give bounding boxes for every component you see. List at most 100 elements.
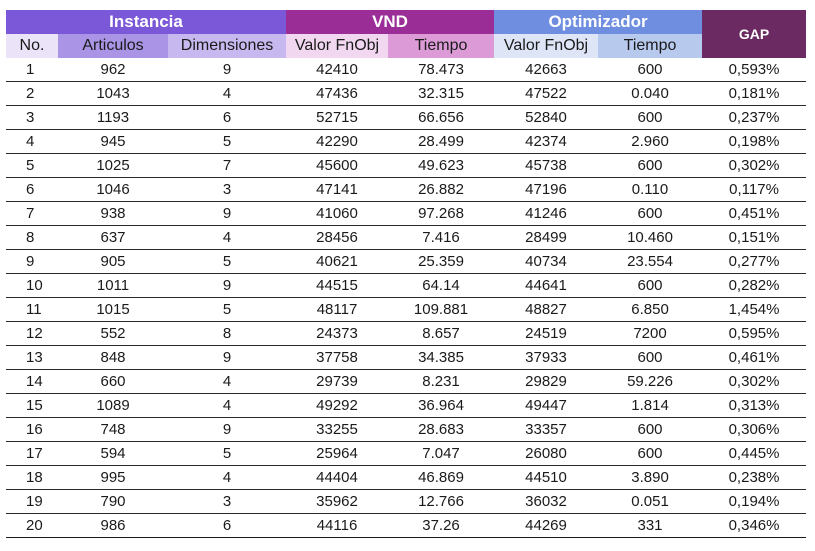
cell-opt-valor: 44641: [494, 273, 599, 298]
cell-articulos: 552: [58, 321, 168, 346]
cell-dimensiones: 9: [168, 345, 287, 370]
cell-no: 1: [6, 58, 58, 82]
table-row: 9 905 5 40621 25.359 40734 23.554 0,277%: [6, 249, 807, 274]
cell-opt-tiempo: 1.814: [598, 393, 703, 418]
cell-no: 3: [6, 105, 58, 130]
cell-dimensiones: 4: [168, 369, 287, 394]
cell-dimensiones: 3: [168, 489, 287, 514]
cell-dimensiones: 8: [168, 321, 287, 346]
column-header-gap: GAP: [702, 10, 807, 58]
cell-opt-valor: 33357: [494, 417, 599, 442]
table-row: 16 748 9 33255 28.683 33357 600 0,306%: [6, 417, 807, 442]
cell-vnd-valor: 49292: [286, 393, 389, 418]
cell-dimensiones: 4: [168, 81, 287, 106]
cell-vnd-tiempo: 64.14: [388, 273, 495, 298]
cell-gap: 0,461%: [702, 345, 807, 370]
cell-vnd-tiempo: 109.881: [388, 297, 495, 322]
cell-articulos: 748: [58, 417, 168, 442]
cell-dimensiones: 5: [168, 441, 287, 466]
cell-opt-valor: 42663: [494, 58, 599, 82]
cell-articulos: 848: [58, 345, 168, 370]
cell-articulos: 945: [58, 129, 168, 154]
cell-vnd-tiempo: 97.268: [388, 201, 495, 226]
table-row: 17 594 5 25964 7.047 26080 600 0,445%: [6, 441, 807, 466]
cell-opt-valor: 49447: [494, 393, 599, 418]
cell-articulos: 1046: [58, 177, 168, 202]
cell-vnd-tiempo: 8.657: [388, 321, 495, 346]
cell-no: 5: [6, 153, 58, 178]
cell-no: 2: [6, 81, 58, 106]
cell-articulos: 1089: [58, 393, 168, 418]
cell-vnd-tiempo: 26.882: [388, 177, 495, 202]
cell-vnd-tiempo: 46.869: [388, 465, 495, 490]
table-row: 11 1015 5 48117 109.881 48827 6.850 1,454%: [6, 297, 807, 322]
cell-opt-tiempo: 600: [598, 441, 703, 466]
cell-opt-tiempo: 600: [598, 417, 703, 442]
cell-vnd-valor: 29739: [286, 369, 389, 394]
table-row: 5 1025 7 45600 49.623 45738 600 0,302%: [6, 153, 807, 178]
cell-vnd-valor: 37758: [286, 345, 389, 370]
cell-vnd-tiempo: 7.416: [388, 225, 495, 250]
cell-no: 17: [6, 441, 58, 466]
cell-gap: 0,445%: [702, 441, 807, 466]
table-row: 10 1011 9 44515 64.14 44641 600 0,282%: [6, 273, 807, 298]
cell-vnd-tiempo: 25.359: [388, 249, 495, 274]
cell-articulos: 790: [58, 489, 168, 514]
column-header-dimensiones: Dimensiones: [168, 34, 287, 58]
cell-articulos: 905: [58, 249, 168, 274]
cell-opt-valor: 28499: [494, 225, 599, 250]
cell-opt-tiempo: 3.890: [598, 465, 703, 490]
cell-vnd-valor: 47141: [286, 177, 389, 202]
cell-vnd-valor: 41060: [286, 201, 389, 226]
cell-vnd-tiempo: 7.047: [388, 441, 495, 466]
cell-dimensiones: 5: [168, 129, 287, 154]
cell-no: 12: [6, 321, 58, 346]
cell-articulos: 962: [58, 58, 168, 82]
table-row: 2 1043 4 47436 32.315 47522 0.040 0,181%: [6, 81, 807, 106]
table-row: 4 945 5 42290 28.499 42374 2.960 0,198%: [6, 129, 807, 154]
group-header-instancia: Instancia: [6, 10, 287, 34]
cell-opt-valor: 44269: [494, 513, 599, 538]
table-row: 7 938 9 41060 97.268 41246 600 0,451%: [6, 201, 807, 226]
cell-dimensiones: 9: [168, 417, 287, 442]
table-row: 12 552 8 24373 8.657 24519 7200 0,595%: [6, 321, 807, 346]
cell-dimensiones: 9: [168, 58, 287, 82]
group-header-optimizador: Optimizador: [494, 10, 703, 34]
cell-articulos: 660: [58, 369, 168, 394]
cell-opt-valor: 24519: [494, 321, 599, 346]
cell-articulos: 1025: [58, 153, 168, 178]
cell-vnd-valor: 48117: [286, 297, 389, 322]
cell-no: 8: [6, 225, 58, 250]
cell-vnd-tiempo: 12.766: [388, 489, 495, 514]
cell-opt-valor: 44510: [494, 465, 599, 490]
cell-vnd-valor: 44404: [286, 465, 389, 490]
cell-no: 4: [6, 129, 58, 154]
cell-articulos: 1193: [58, 105, 168, 130]
cell-opt-valor: 42374: [494, 129, 599, 154]
table-row: 8 637 4 28456 7.416 28499 10.460 0,151%: [6, 225, 807, 250]
cell-opt-valor: 41246: [494, 201, 599, 226]
cell-opt-tiempo: 600: [598, 201, 703, 226]
cell-opt-tiempo: 600: [598, 153, 703, 178]
table-row: 1 962 9 42410 78.473 42663 600 0,593%: [6, 58, 807, 82]
cell-opt-valor: 48827: [494, 297, 599, 322]
cell-no: 19: [6, 489, 58, 514]
cell-vnd-valor: 52715: [286, 105, 389, 130]
cell-articulos: 594: [58, 441, 168, 466]
cell-no: 14: [6, 369, 58, 394]
cell-vnd-valor: 42290: [286, 129, 389, 154]
cell-opt-valor: 40734: [494, 249, 599, 274]
cell-vnd-valor: 40621: [286, 249, 389, 274]
cell-opt-valor: 52840: [494, 105, 599, 130]
cell-vnd-tiempo: 78.473: [388, 58, 495, 82]
cell-no: 13: [6, 345, 58, 370]
cell-opt-valor: 47196: [494, 177, 599, 202]
cell-vnd-valor: 47436: [286, 81, 389, 106]
cell-gap: 0,194%: [702, 489, 807, 514]
cell-vnd-tiempo: 34.385: [388, 345, 495, 370]
cell-gap: 0,282%: [702, 273, 807, 298]
results-table-container: Instancia VND Optimizador GAP No. Articu…: [6, 10, 807, 538]
cell-dimensiones: 5: [168, 297, 287, 322]
cell-dimensiones: 7: [168, 153, 287, 178]
table-body: 1 962 9 42410 78.473 42663 600 0,593% 2 1043 4 4743…: [6, 58, 807, 538]
